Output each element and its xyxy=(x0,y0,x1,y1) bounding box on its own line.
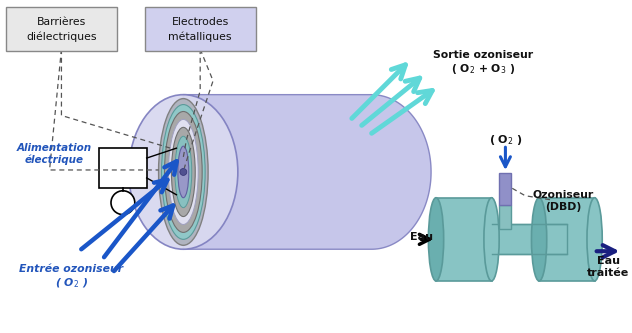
Bar xyxy=(492,224,567,254)
Ellipse shape xyxy=(129,95,238,249)
Text: métalliques: métalliques xyxy=(169,32,232,42)
Ellipse shape xyxy=(159,99,208,245)
FancyBboxPatch shape xyxy=(145,7,256,51)
Text: Electrodes: Electrodes xyxy=(171,17,229,27)
Ellipse shape xyxy=(178,146,189,198)
Ellipse shape xyxy=(162,105,205,239)
Bar xyxy=(436,198,492,281)
Text: ( O$_2$ ): ( O$_2$ ) xyxy=(489,133,522,147)
Text: ( O$_2$ + O$_3$ ): ( O$_2$ + O$_3$ ) xyxy=(451,62,514,76)
Bar xyxy=(499,173,511,205)
Ellipse shape xyxy=(532,198,547,281)
FancyBboxPatch shape xyxy=(6,7,117,51)
Ellipse shape xyxy=(164,112,202,232)
Bar xyxy=(99,148,147,188)
Circle shape xyxy=(180,168,187,175)
Circle shape xyxy=(111,191,135,214)
Text: Entrée ozoniseur: Entrée ozoniseur xyxy=(20,264,123,274)
Text: Sortie ozoniseur: Sortie ozoniseur xyxy=(432,50,533,60)
Bar xyxy=(499,205,511,229)
Ellipse shape xyxy=(428,198,444,281)
Ellipse shape xyxy=(484,198,499,281)
Text: Barrières: Barrières xyxy=(37,17,86,27)
Text: Eau: Eau xyxy=(410,232,433,242)
Text: diélectriques: diélectriques xyxy=(26,32,97,42)
Ellipse shape xyxy=(175,136,191,208)
Text: ( O$_2$ ): ( O$_2$ ) xyxy=(55,276,88,290)
Bar xyxy=(539,198,595,281)
Text: électrique: électrique xyxy=(25,155,84,165)
Text: (DBD): (DBD) xyxy=(545,202,581,212)
Ellipse shape xyxy=(587,198,602,281)
Text: Alimentation: Alimentation xyxy=(17,143,92,153)
Ellipse shape xyxy=(171,127,195,216)
Polygon shape xyxy=(183,95,431,249)
Text: traitée: traitée xyxy=(587,268,629,278)
Text: Eau: Eau xyxy=(597,256,620,266)
Text: Ozoniseur: Ozoniseur xyxy=(532,190,593,200)
Ellipse shape xyxy=(169,120,198,224)
